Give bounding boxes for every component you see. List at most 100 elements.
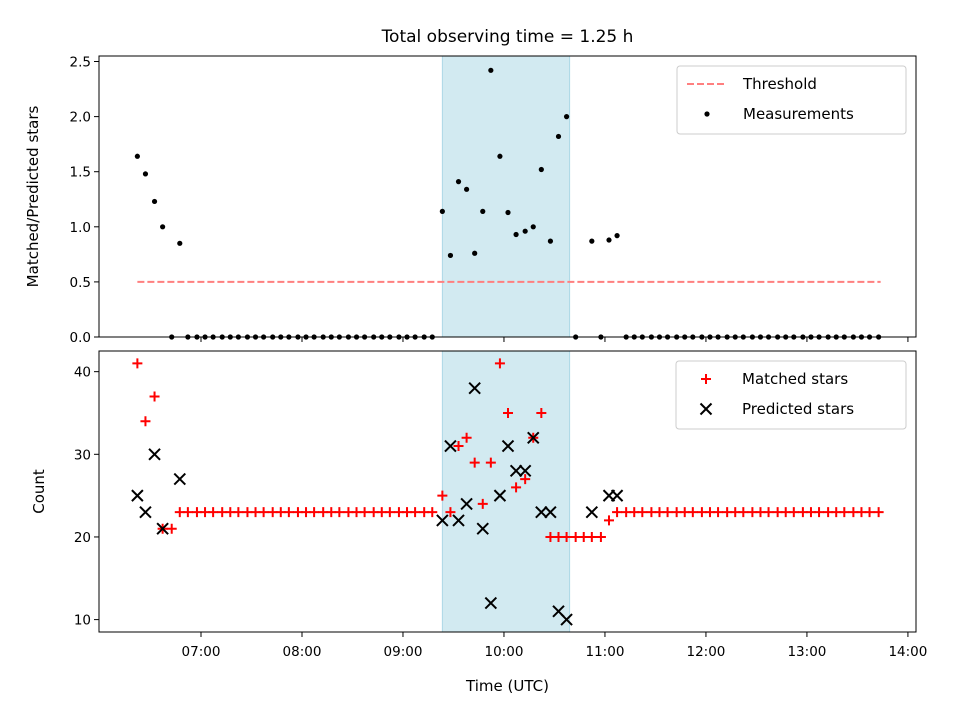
matched-star-point: [453, 441, 464, 452]
predicted-star-point: [139, 505, 152, 519]
matched-star-point: [384, 507, 395, 518]
matched-star-point: [561, 531, 572, 542]
matched-star-point: [520, 474, 531, 485]
x-tick-label: 07:00: [182, 644, 221, 660]
predicted-star-point: [131, 489, 144, 502]
measurement-point: [472, 250, 478, 256]
matched-star-point: [258, 507, 269, 518]
legend-label: Matched stars: [742, 370, 848, 388]
measurement-point: [160, 224, 166, 230]
matched-star-point: [461, 432, 472, 443]
measurement-point: [488, 67, 494, 73]
top-y-axis: 0.0 0.5 1.0 1.5 2.0 2.5: [70, 55, 99, 346]
x-axis-label: Time (UTC): [465, 677, 549, 695]
matched-star-point: [788, 507, 799, 518]
predicted-star-point: [610, 489, 624, 502]
x-tick-label: 12:00: [686, 644, 725, 660]
measurement-point: [530, 224, 536, 230]
measurement-point: [439, 208, 445, 214]
y-tick-label: 20: [74, 530, 91, 546]
legend-label: Predicted stars: [742, 400, 854, 418]
measurement-point: [522, 228, 528, 234]
bottom-plot-area: [131, 358, 884, 626]
x-tick-label: 08:00: [283, 644, 322, 660]
predicted-star-point: [501, 439, 515, 453]
measurement-point: [497, 153, 503, 159]
predicted-star-point: [484, 596, 498, 610]
predicted-star-point: [468, 381, 481, 395]
y-tick-label: 2.0: [70, 110, 91, 126]
matched-star-point: [132, 358, 143, 369]
y-tick-label: 1.0: [70, 220, 91, 236]
bottom-legend: Matched stars Predicted stars: [675, 360, 907, 430]
predicted-star-point: [444, 439, 457, 453]
predicted-star-point: [460, 497, 473, 511]
bottom-panel: 10 20 30 40 07:00 08:00 09:00 10:00 11:00 12:00 1…: [30, 350, 927, 695]
measurement-point: [177, 240, 183, 246]
legend-box: [675, 360, 907, 430]
measurement-point: [134, 153, 140, 159]
highlight-band: [441, 55, 571, 338]
y-tick-label: 1.5: [70, 165, 91, 181]
matched-star-point: [637, 507, 648, 518]
x-tick-label: 11:00: [586, 644, 625, 660]
matched-star-point: [140, 416, 151, 427]
matched-star-point: [612, 507, 623, 518]
predicted-star-point: [509, 464, 523, 478]
bottom-x-axis: 07:00 08:00 09:00 10:00 11:00 12:00 13:00 14:00: [182, 632, 927, 660]
measurement-point: [505, 209, 511, 216]
matched-star-point: [503, 407, 514, 418]
matched-star-point: [445, 507, 456, 518]
matched-star-point: [309, 507, 320, 518]
matched-star-point: [864, 507, 875, 518]
y-tick-label: 2.5: [70, 55, 91, 71]
legend-handle-predicted: [699, 402, 713, 416]
top-highlight-region: [441, 55, 571, 338]
legend-box: [676, 65, 907, 135]
top-legend: Threshold Measurements: [676, 65, 907, 135]
measurement-point: [589, 238, 595, 244]
y-tick-label: 0.0: [70, 330, 91, 346]
bottom-y-axis-label: Count: [30, 469, 48, 514]
measurement-point: [513, 231, 519, 238]
matched-star-point: [536, 407, 547, 418]
matched-star-point: [485, 457, 496, 468]
highlight-band: [441, 350, 571, 633]
legend-handle-matched: [701, 374, 711, 384]
bottom-highlight-region: [441, 350, 571, 633]
matched-star-point: [738, 507, 749, 518]
legend-label: Measurements: [743, 105, 854, 123]
matched-star-point: [511, 482, 522, 493]
matched-star-point: [595, 531, 606, 542]
matched-star-point: [477, 498, 488, 509]
x-tick-label: 13:00: [787, 644, 826, 660]
matched-star-point: [763, 507, 774, 518]
y-tick-label: 30: [74, 447, 91, 463]
matched-star-point: [149, 391, 160, 402]
bottom-y-axis: 10 20 30 40: [74, 365, 99, 629]
predicted-star-point: [493, 489, 507, 502]
top-y-axis-label: Matched/Predicted stars: [24, 106, 42, 288]
legend-handle-measurements: [704, 111, 710, 117]
matched-star-point: [410, 507, 421, 518]
measurement-point: [151, 198, 158, 205]
predicted-star-point: [585, 505, 599, 519]
matched-star-point: [427, 507, 438, 518]
y-tick-label: 40: [74, 365, 91, 381]
predicted-star-point: [518, 464, 532, 478]
y-tick-label: 0.5: [70, 275, 91, 291]
y-tick-label: 10: [74, 613, 91, 629]
matched-star-point: [166, 523, 177, 534]
matched-star-point: [233, 507, 244, 518]
predicted-star-point: [535, 505, 548, 519]
matched-star-point: [469, 457, 480, 468]
matched-star-point: [208, 507, 219, 518]
legend-label: Threshold: [742, 75, 817, 93]
measurement-point: [447, 252, 454, 259]
measurement-point: [614, 233, 620, 239]
matched-star-point: [603, 515, 614, 526]
top-x-axis: [200, 337, 909, 342]
matched-star-point: [839, 507, 850, 518]
predicted-star-point: [560, 613, 573, 626]
